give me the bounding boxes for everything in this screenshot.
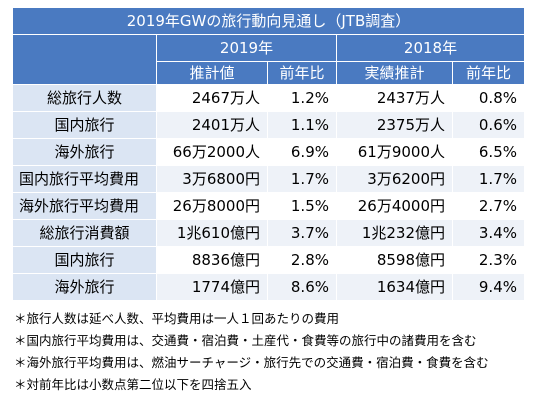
table-row: 総旅行消費額 1兆610億円 3.7% 1兆232億円 3.4%	[12, 219, 525, 247]
table-row: 海外旅行平均費用 26万8000円 1.5% 26万4000円 2.7%	[12, 192, 525, 220]
value-2019: 1774億円	[156, 273, 268, 301]
yoy-2018: 0.8%	[452, 84, 525, 112]
value-2018: 26万4000円	[336, 192, 453, 220]
value-2018: 3万6200円	[336, 165, 453, 193]
row-label: 国内旅行	[12, 246, 157, 274]
row-label: 国内旅行平均費用	[12, 165, 157, 193]
yoy-2019: 8.6%	[267, 273, 337, 301]
value-2018: 1兆232億円	[336, 219, 453, 247]
yoy-2018: 0.6%	[452, 111, 525, 139]
value-2018: 61万9000人	[336, 138, 453, 166]
yoy-2018: 9.4%	[452, 273, 525, 301]
table-row: 海外旅行 1774億円 8.6% 1634億円 9.4%	[12, 273, 525, 301]
yoy-2019: 1.5%	[267, 192, 337, 220]
footnotes: ＊旅行人数は延べ人数、平均費用は一人１回あたりの費用 ＊国内旅行平均費用は、交通…	[14, 308, 489, 396]
header-estimate-2019: 推計値	[156, 61, 268, 85]
table-row: 海外旅行 66万2000人 6.9% 61万9000人 6.5%	[12, 138, 525, 166]
value-2018: 2375万人	[336, 111, 453, 139]
table-title: 2019年GWの旅行動向見通し（JTB調査）	[12, 7, 525, 35]
yoy-2018: 1.7%	[452, 165, 525, 193]
value-2019: 3万6800円	[156, 165, 268, 193]
footnote: ＊海外旅行平均費用は、燃油サーチャージ・旅行先での交通費・宿泊費・食費を含む	[14, 355, 489, 370]
value-2019: 2401万人	[156, 111, 268, 139]
footnote: ＊対前年比は小数点第二位以下を四捨五入	[14, 377, 252, 392]
header-yoy-2018: 前年比	[452, 61, 525, 85]
yoy-2019: 1.7%	[267, 165, 337, 193]
travel-forecast-table: 2019年GWの旅行動向見通し（JTB調査） 2019年 2018年 推計値 前…	[12, 7, 525, 301]
footnote: ＊旅行人数は延べ人数、平均費用は一人１回あたりの費用	[14, 311, 340, 326]
value-2019: 66万2000人	[156, 138, 268, 166]
row-label: 国内旅行	[12, 111, 157, 139]
yoy-2019: 6.9%	[267, 138, 337, 166]
value-2019: 8836億円	[156, 246, 268, 274]
value-2019: 2467万人	[156, 84, 268, 112]
header-yoy-2019: 前年比	[267, 61, 337, 85]
yoy-2019: 3.7%	[267, 219, 337, 247]
yoy-2019: 1.1%	[267, 111, 337, 139]
row-label: 総旅行消費額	[12, 219, 157, 247]
value-2019: 26万8000円	[156, 192, 268, 220]
header-year-2019: 2019年	[156, 34, 337, 62]
header-year-2018: 2018年	[336, 34, 525, 62]
table-row: 国内旅行 8836億円 2.8% 8598億円 2.3%	[12, 246, 525, 274]
value-2018: 2437万人	[336, 84, 453, 112]
yoy-2019: 2.8%	[267, 246, 337, 274]
yoy-2019: 1.2%	[267, 84, 337, 112]
table-row: 総旅行人数 2467万人 1.2% 2437万人 0.8%	[12, 84, 525, 112]
value-2018: 1634億円	[336, 273, 453, 301]
row-label: 海外旅行	[12, 273, 157, 301]
header-corner	[12, 34, 157, 85]
table-row: 国内旅行 2401万人 1.1% 2375万人 0.6%	[12, 111, 525, 139]
row-label: 海外旅行	[12, 138, 157, 166]
yoy-2018: 2.3%	[452, 246, 525, 274]
value-2019: 1兆610億円	[156, 219, 268, 247]
footnote: ＊国内旅行平均費用は、交通費・宿泊費・土産代・食費等の旅行中の諸費用を含む	[14, 333, 477, 348]
value-2018: 8598億円	[336, 246, 453, 274]
row-label: 海外旅行平均費用	[12, 192, 157, 220]
table-row: 国内旅行平均費用 3万6800円 1.7% 3万6200円 1.7%	[12, 165, 525, 193]
row-label: 総旅行人数	[12, 84, 157, 112]
yoy-2018: 6.5%	[452, 138, 525, 166]
yoy-2018: 2.7%	[452, 192, 525, 220]
header-actual-2018: 実績推計	[336, 61, 453, 85]
yoy-2018: 3.4%	[452, 219, 525, 247]
